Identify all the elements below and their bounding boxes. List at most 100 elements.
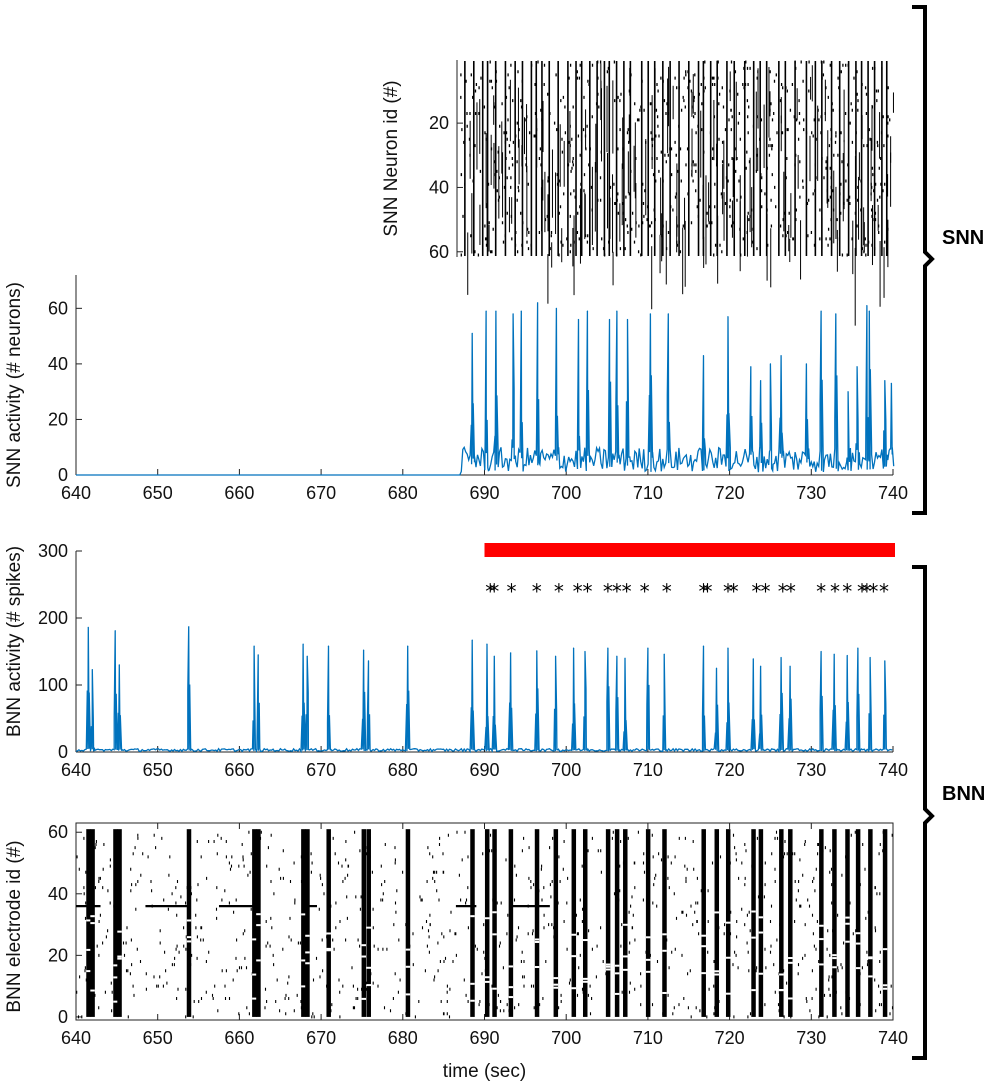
activity-peak-point xyxy=(750,366,752,368)
bnn-network-burst xyxy=(252,829,257,1017)
bnn-network-burst xyxy=(326,829,331,1017)
burst-gap xyxy=(779,973,784,976)
bnn-network-burst xyxy=(714,829,720,1017)
burst-gap xyxy=(845,922,850,925)
burst-gap xyxy=(301,985,306,988)
stimulus-marker: * xyxy=(723,580,733,604)
activity-peak-point xyxy=(833,653,835,655)
burst-gap xyxy=(882,987,888,990)
snn-raster-ylabel: SNN Neuron id (#) xyxy=(381,80,402,236)
x-tick-label: 650 xyxy=(143,1028,173,1048)
burst-gap xyxy=(86,948,91,951)
bnn-network-burst xyxy=(86,829,91,1017)
activity-peak-point xyxy=(856,366,858,368)
activity-peak-point xyxy=(727,316,729,318)
activity-peak-point xyxy=(114,630,116,632)
activity-peak-point xyxy=(493,655,495,657)
activity-peak-point xyxy=(327,645,330,647)
burst-gap xyxy=(645,958,651,961)
activity-peak-point xyxy=(884,660,886,662)
bnn-network-burst xyxy=(256,829,261,1017)
activity-peak-point xyxy=(846,654,848,657)
burst-gap xyxy=(882,984,888,987)
x-tick-label: 700 xyxy=(551,1028,581,1048)
stimulus-marker: * xyxy=(489,580,499,604)
stimulation-period-bar xyxy=(484,543,895,557)
activity-peak-point xyxy=(536,650,538,652)
x-tick-label: 700 xyxy=(551,760,581,780)
activity-peak-point xyxy=(805,363,807,365)
y-tick-label: 20 xyxy=(48,409,68,429)
burst-gap xyxy=(582,977,588,980)
activity-peak-point xyxy=(495,310,497,312)
activity-peak-point xyxy=(584,650,586,653)
burst-gap xyxy=(186,936,192,939)
x-tick-label: 710 xyxy=(633,760,663,780)
x-tick-label: 730 xyxy=(796,483,826,503)
activity-peak-point xyxy=(257,654,259,656)
burst-gap xyxy=(832,954,837,957)
x-tick-label: 740 xyxy=(878,760,908,780)
x-tick-label: 660 xyxy=(224,1028,254,1048)
burst-gap xyxy=(788,961,793,964)
burst-gap xyxy=(868,956,873,959)
x-tick-label: 670 xyxy=(306,1028,336,1048)
burst-gap xyxy=(252,997,257,1000)
bnn-network-burst xyxy=(470,829,475,1017)
burst-gap xyxy=(645,970,651,973)
bnn-bracket-label: BNN xyxy=(942,783,985,805)
activity-peak-point xyxy=(302,643,304,645)
burst-gap xyxy=(571,933,577,936)
burst-gap xyxy=(553,977,559,980)
stimulus-marker: * xyxy=(603,580,613,604)
burst-gap xyxy=(832,966,837,969)
burst-gap xyxy=(714,911,720,914)
burst-gap xyxy=(484,976,490,979)
burst-gap xyxy=(662,991,667,994)
burst-gap xyxy=(508,965,514,968)
burst-gap xyxy=(508,996,514,999)
snn-bracket-label: SNN xyxy=(942,227,984,249)
activity-peak-point xyxy=(760,665,762,667)
stimulus-marker: * xyxy=(573,580,583,604)
x-tick-label: 740 xyxy=(878,1028,908,1048)
bnn-activity-ylabel: BNN activity (# spikes) xyxy=(4,546,25,737)
burst-gap xyxy=(855,942,861,945)
burst-gap xyxy=(508,986,514,989)
activity-peak-point xyxy=(306,655,308,657)
y-tick-label: 0 xyxy=(58,1007,68,1027)
burst-gap xyxy=(301,913,306,916)
activity-peak-point xyxy=(647,647,649,649)
burst-gap xyxy=(845,916,850,919)
burst-gap xyxy=(361,997,367,1000)
burst-gap xyxy=(714,970,720,973)
burst-gap xyxy=(86,919,91,922)
activity-peak-point xyxy=(702,354,705,357)
activity-peak-point xyxy=(780,656,782,659)
burst-gap xyxy=(845,940,850,943)
burst-gap xyxy=(256,959,261,962)
bnn-network-burst xyxy=(484,829,490,1017)
x-tick-label: 680 xyxy=(388,760,418,780)
x-tick-label: 690 xyxy=(469,760,499,780)
y-tick-label: 40 xyxy=(48,884,68,904)
x-tick-label: 730 xyxy=(796,1028,826,1048)
stimulus-marker: * xyxy=(752,580,762,604)
activity-peak-point xyxy=(868,310,870,312)
activity-peak-point xyxy=(820,310,822,312)
stimulus-marker: * xyxy=(786,580,796,604)
activity-peak-point xyxy=(820,650,822,653)
y-tick-label: 0 xyxy=(58,742,68,762)
activity-peak-point xyxy=(890,382,892,384)
burst-gap xyxy=(614,992,620,995)
x-tick-label: 730 xyxy=(796,760,826,780)
bnn-network-burst xyxy=(508,829,514,1017)
activity-peak-point xyxy=(520,310,522,312)
stimulus-marker: * xyxy=(554,580,564,604)
x-tick-label: 660 xyxy=(224,483,254,503)
stimulus-marker: * xyxy=(761,580,771,604)
burst-gap xyxy=(326,947,331,950)
burst-gap xyxy=(117,957,122,960)
bnn-bracket xyxy=(912,565,935,1060)
